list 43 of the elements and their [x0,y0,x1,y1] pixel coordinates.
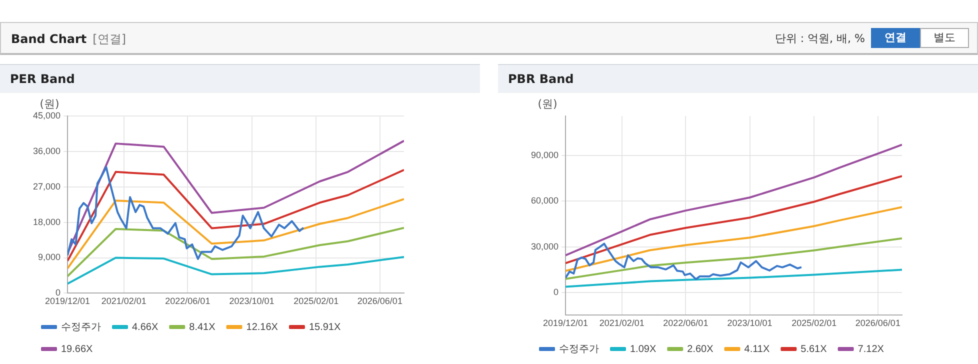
toggle-button: 연결 [871,28,920,48]
x-tick-label: 2021/02/01 [599,318,644,328]
toggle-button: 별도 [920,28,969,48]
x-tick-label: 2022/06/01 [663,318,708,328]
legend-label: 7.12X [858,344,884,355]
legend-label: 15.91X [308,322,341,333]
y-tick-label: 36,000 [32,146,61,156]
legend-label: 1.09X [630,344,656,355]
legend-label: 19.66X [61,344,94,355]
y-tick-label: 60,000 [530,196,559,206]
legend-label: 5.61X [800,344,828,355]
chart-title: PER Band [0,64,480,93]
legend-label: 12.16X [246,322,278,333]
x-tick-label: 2022/06/01 [165,296,210,306]
text: 단위 : 억원, 배, % [774,30,865,46]
x-tick-label: 2025/02/01 [294,296,339,306]
y-tick-label: 30,000 [530,241,559,252]
y-tick-label: 9,000 [38,252,61,262]
legend-label: 4.66X [132,322,158,333]
y-tick-label: 90,000 [530,150,559,160]
y-tick-label: 27,000 [32,181,61,192]
x-tick-label: 2019/12/01 [543,318,588,328]
y-tick-label: 0 [56,288,61,298]
chart-title: PBR Band [498,64,978,93]
y-axis-title: (원) [538,97,558,110]
x-tick-label: 2023/10/01 [229,296,274,306]
y-tick-label: 0 [554,286,559,297]
x-tick-label: 2026/06/01 [357,296,402,306]
x-tick-label: 2025/02/01 [792,318,837,328]
x-tick-label: 2026/06/01 [855,318,900,328]
legend-label: 수정주가 [61,322,101,333]
y-tick-label: 18,000 [32,216,61,227]
y-axis-title: (원) [40,97,60,110]
text: [연결] [92,32,126,46]
y-tick-label: 45,000 [32,110,61,120]
legend-label: 수정주가 [559,344,599,355]
legend-label: 4.11X [744,344,770,355]
x-tick-label: 2019/12/01 [45,296,90,306]
x-tick-label: 2021/02/01 [101,296,146,306]
legend-label: 8.41X [189,322,216,333]
x-tick-label: 2023/10/01 [727,318,772,328]
legend-label: 2.60X [687,344,714,355]
text: Band Chart [11,32,87,46]
